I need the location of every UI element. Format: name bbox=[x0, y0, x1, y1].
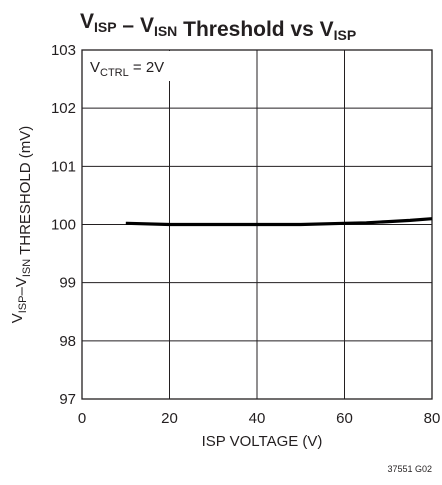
rich-text-part: THRESHOLD (mV) bbox=[17, 126, 34, 259]
rich-text-part: V bbox=[9, 313, 26, 323]
plot-frame bbox=[81, 49, 433, 400]
figure-note: 37551 G02 bbox=[387, 464, 432, 474]
y-tick-label: 101 bbox=[51, 158, 76, 175]
x-tick-label: 40 bbox=[249, 410, 266, 427]
x-tick-label: 20 bbox=[161, 410, 178, 427]
subscript: ISP bbox=[17, 296, 29, 314]
y-tick-label: 97 bbox=[59, 391, 76, 408]
subscript: ISP bbox=[334, 27, 357, 43]
series-layer bbox=[125, 217, 433, 227]
subscript: ISP bbox=[94, 19, 117, 35]
subscript: ISN bbox=[21, 259, 33, 277]
y-tick-label: 102 bbox=[51, 100, 76, 117]
x-tick-label: 60 bbox=[336, 410, 353, 427]
series-line bbox=[125, 217, 433, 227]
y-tick-label: 100 bbox=[51, 217, 76, 234]
y-tick-label: 98 bbox=[59, 333, 76, 350]
annotation-box: VCTRL = 2V bbox=[83, 51, 175, 81]
y-tick-label: 103 bbox=[51, 42, 76, 59]
x-axis-label: ISP VOLTAGE (V) bbox=[202, 433, 323, 450]
subscript: ISN bbox=[154, 23, 177, 39]
chart-title: VISP – VISN Threshold vs VISP bbox=[80, 10, 356, 43]
annotation-text: VCTRL = 2V bbox=[90, 59, 164, 79]
y-tick-label: 99 bbox=[59, 275, 76, 292]
annotation-background bbox=[83, 51, 175, 81]
x-tick-label: 80 bbox=[424, 410, 441, 427]
rich-text-part: – V bbox=[117, 14, 154, 37]
y-axis-label: VISP–VISN THRESHOLD (mV) bbox=[9, 126, 34, 324]
rich-text-part: Threshold vs V bbox=[177, 18, 333, 41]
x-axis-ticks: 0 20 40 60 80 bbox=[78, 410, 441, 427]
rich-text-part: V bbox=[80, 10, 94, 33]
rich-text-part: –V bbox=[13, 277, 30, 295]
y-axis-ticks: 97 98 99 100 101 102 103 bbox=[51, 42, 76, 408]
x-tick-label: 0 bbox=[78, 410, 86, 427]
